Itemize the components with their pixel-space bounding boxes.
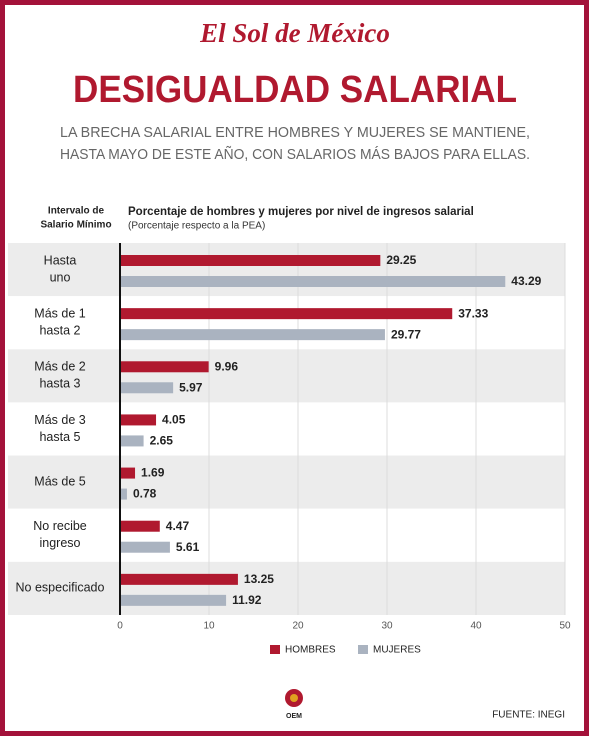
- bar: [120, 361, 209, 373]
- value-label: 37.33: [458, 306, 488, 320]
- row-band: [8, 455, 565, 509]
- row-band: [8, 296, 565, 350]
- legend-label: MUJERES: [373, 645, 421, 656]
- category-label: hasta 2: [39, 324, 80, 338]
- category-label: Más de 1: [34, 307, 85, 321]
- bar: [120, 382, 174, 394]
- bar: [120, 541, 170, 553]
- value-label: 29.77: [391, 327, 421, 341]
- value-label: 0.78: [133, 487, 157, 501]
- row-band: [8, 561, 565, 615]
- x-tick-label: 50: [559, 621, 571, 632]
- value-label: 5.97: [179, 380, 203, 394]
- value-label: 29.25: [386, 253, 416, 267]
- bar: [120, 276, 506, 287]
- emblem: [290, 694, 298, 702]
- subtitle: LA BRECHA SALARIAL ENTRE HOMBRES Y MUJER…: [60, 124, 530, 141]
- title: DESIGUALDAD SALARIAL: [73, 69, 517, 111]
- category-label: Más de 3: [34, 413, 85, 427]
- bar: [120, 435, 144, 447]
- category-label: No especificado: [16, 581, 105, 595]
- legend-swatch: [358, 645, 368, 654]
- bar: [120, 329, 385, 341]
- category-label: uno: [50, 270, 71, 284]
- bar: [120, 414, 157, 426]
- bar: [120, 520, 160, 532]
- value-label: 4.47: [166, 519, 190, 533]
- value-label: 2.65: [150, 434, 174, 448]
- x-tick-label: 40: [470, 621, 482, 632]
- row-band: [8, 349, 565, 403]
- x-tick-label: 10: [203, 621, 215, 632]
- value-label: 11.92: [232, 593, 262, 607]
- chart-subtitle: (Porcentaje respecto a la PEA): [128, 221, 265, 232]
- value-label: 9.96: [215, 359, 239, 373]
- category-label: ingreso: [40, 536, 81, 550]
- category-label: No recibe: [33, 519, 87, 533]
- bar: [120, 594, 227, 606]
- row-band: [8, 402, 565, 456]
- category-axis-label: Intervalo de: [48, 206, 105, 217]
- chart-title: Porcentaje de hombres y mujeres por nive…: [128, 206, 474, 218]
- x-tick-label: 20: [292, 621, 304, 632]
- legend-label: HOMBRES: [285, 645, 336, 656]
- value-label: 43.29: [511, 274, 541, 288]
- source: FUENTE: INEGI: [492, 710, 565, 721]
- value-label: 1.69: [141, 466, 165, 480]
- subtitle: HASTA MAYO DE ESTE AÑO, CON SALARIOS MÁS…: [60, 146, 530, 163]
- bar: [120, 488, 127, 500]
- legend-swatch: [270, 645, 280, 654]
- value-label: 13.25: [244, 572, 274, 586]
- category-axis-label: Salario Mínimo: [40, 220, 111, 231]
- bar: [120, 467, 136, 479]
- category-label: Hasta: [44, 253, 77, 267]
- footer-logo: OEM: [285, 689, 303, 720]
- value-label: 5.61: [176, 540, 200, 554]
- bar: [120, 573, 238, 585]
- bar: [120, 255, 381, 266]
- category-label: Más de 2: [34, 360, 85, 374]
- x-tick-label: 0: [117, 621, 123, 632]
- category-label: hasta 3: [39, 377, 80, 391]
- value-label: 4.05: [162, 413, 186, 427]
- x-tick-label: 30: [381, 621, 393, 632]
- category-label: Más de 5: [34, 474, 85, 488]
- logo: El Sol de México: [199, 18, 390, 48]
- row-band: [8, 243, 565, 297]
- bar: [120, 308, 453, 320]
- row-band: [8, 508, 565, 562]
- category-label: hasta 5: [39, 430, 80, 444]
- footer-logo-text: OEM: [286, 713, 302, 720]
